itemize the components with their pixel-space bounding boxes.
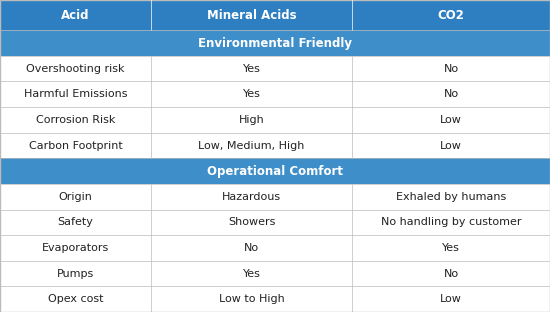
Text: Carbon Footprint: Carbon Footprint [29,140,123,150]
Bar [0,0,550,30]
Bar [0,30,550,56]
Bar [0,184,550,210]
Bar [0,81,550,107]
Text: No: No [244,243,259,253]
Bar [0,286,550,312]
Text: Low: Low [440,140,462,150]
Text: Yes: Yes [243,269,261,279]
Text: Origin: Origin [59,192,92,202]
Text: High: High [239,115,265,125]
Text: Safety: Safety [58,217,94,227]
Text: Mineral Acids: Mineral Acids [207,9,296,22]
Text: Exhaled by humans: Exhaled by humans [396,192,506,202]
Bar [0,107,550,133]
Bar [0,133,550,158]
Text: No handling by customer: No handling by customer [381,217,521,227]
Bar [0,235,550,261]
Text: Hazardous: Hazardous [222,192,281,202]
Text: Acid: Acid [62,9,90,22]
Text: Yes: Yes [243,64,261,74]
Bar [0,56,550,81]
Text: Corrosion Risk: Corrosion Risk [36,115,116,125]
Text: Low: Low [440,115,462,125]
Bar [0,158,550,184]
Text: No: No [443,64,459,74]
Text: Opex cost: Opex cost [48,294,103,304]
Text: Showers: Showers [228,217,276,227]
Text: Low, Medium, High: Low, Medium, High [199,140,305,150]
Text: Low: Low [440,294,462,304]
Text: Harmful Emissions: Harmful Emissions [24,89,128,99]
Text: No: No [443,89,459,99]
Text: No: No [443,269,459,279]
Bar [0,261,550,286]
Text: Yes: Yes [243,89,261,99]
Text: Low to High: Low to High [219,294,284,304]
Text: Environmental Friendly: Environmental Friendly [198,37,352,50]
Text: Evaporators: Evaporators [42,243,109,253]
Bar [0,210,550,235]
Text: CO2: CO2 [438,9,464,22]
Text: Operational Comfort: Operational Comfort [207,165,343,178]
Text: Overshooting risk: Overshooting risk [26,64,125,74]
Text: Yes: Yes [442,243,460,253]
Text: Pumps: Pumps [57,269,94,279]
